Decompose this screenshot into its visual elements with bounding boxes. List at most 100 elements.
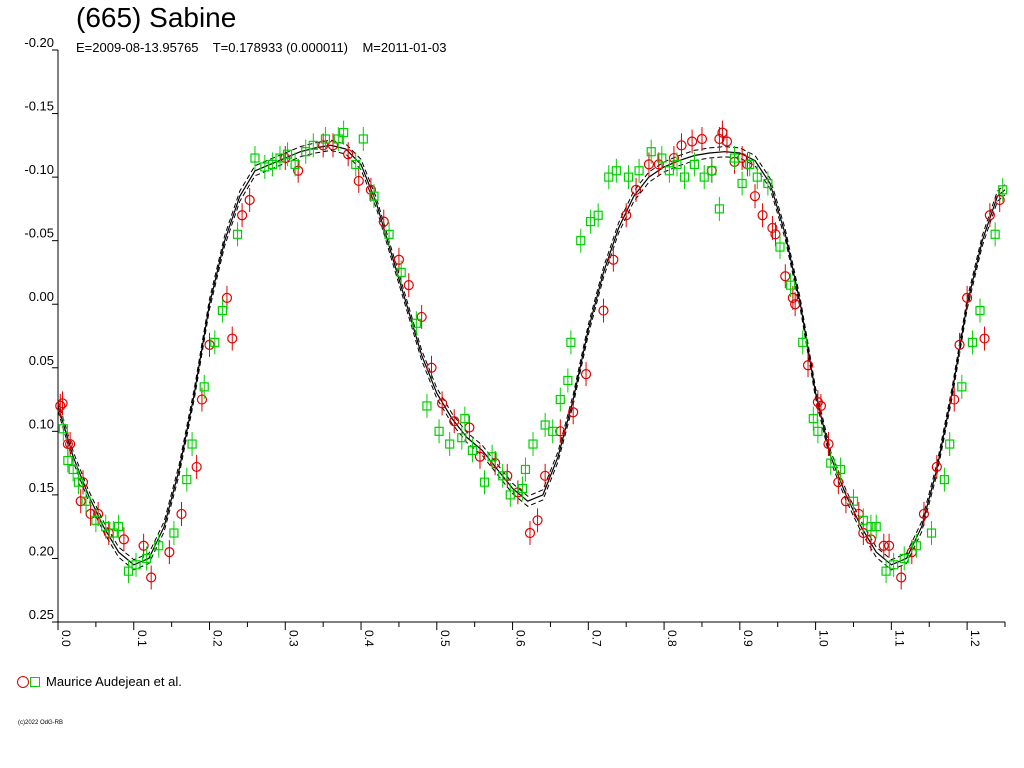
data-point-circle — [696, 133, 708, 145]
data-point-circle — [449, 416, 460, 427]
data-point-circle — [630, 184, 642, 195]
data-point-square — [945, 439, 955, 449]
data-point-circle — [327, 140, 339, 151]
data-point-circle — [802, 360, 814, 371]
data-point-square — [623, 172, 634, 182]
data-point-square — [752, 172, 762, 182]
data-point-circle — [780, 271, 791, 282]
data-point-circle — [840, 496, 852, 507]
data-point-square — [729, 153, 740, 163]
data-point-circle — [378, 216, 389, 227]
legend: Maurice Audejean et al. — [17, 674, 182, 689]
data-point-square — [217, 305, 227, 316]
y-tick-label: 0.10 — [29, 416, 54, 431]
data-point-circle — [676, 140, 687, 151]
data-point-circle — [954, 339, 965, 350]
data-point-square — [396, 267, 406, 278]
legend-square-icon — [30, 676, 40, 687]
data-point-square — [957, 382, 967, 392]
y-tick-label: 0.05 — [29, 353, 54, 368]
data-point-square — [745, 159, 755, 169]
data-point-square — [250, 153, 260, 163]
data-point-square — [775, 242, 785, 252]
data-point-circle — [540, 470, 551, 481]
data-point-square — [351, 159, 361, 169]
data-point-square — [813, 426, 823, 436]
data-point-square — [187, 439, 197, 449]
data-point-square — [520, 464, 531, 475]
data-point-square — [457, 433, 467, 443]
data-point-square — [540, 420, 550, 430]
data-point-square — [267, 159, 278, 169]
data-point-circle — [608, 254, 619, 265]
data-point-square — [563, 375, 573, 386]
data-point-square — [358, 134, 368, 144]
data-point-square — [517, 483, 528, 494]
data-point-circle — [962, 292, 973, 303]
data-point-square — [926, 528, 937, 538]
data-point-circle — [653, 159, 664, 170]
data-point-square — [411, 318, 421, 328]
data-point-circle — [191, 461, 202, 473]
x-tick-label: 0.7 — [589, 630, 603, 647]
data-point-square — [939, 475, 949, 485]
data-point-square — [737, 178, 747, 189]
data-point-circle — [93, 508, 104, 520]
data-point-square — [131, 560, 141, 570]
data-point-circle — [949, 394, 960, 405]
data-point-square — [990, 229, 1000, 239]
legend-label: Maurice Audejean et al. — [46, 674, 182, 689]
data-point-square — [199, 382, 209, 392]
data-point-square — [81, 496, 91, 506]
y-tick-label: 0.00 — [29, 289, 54, 304]
data-point-square — [707, 166, 717, 176]
data-point-square — [182, 475, 192, 485]
data-point-circle — [55, 400, 66, 412]
data-point-square — [657, 153, 667, 163]
data-point-circle — [164, 546, 175, 558]
data-point-square — [301, 147, 311, 157]
data-point-square — [142, 553, 152, 564]
data-point-square — [58, 424, 68, 434]
data-point-circle — [643, 159, 655, 170]
data-point-square — [585, 217, 596, 227]
data-point-square — [899, 553, 909, 564]
data-point-circle — [221, 292, 233, 303]
data-point-square — [479, 477, 490, 487]
data-point-square — [689, 159, 699, 169]
data-point-square — [290, 159, 300, 169]
data-point-square — [384, 229, 394, 239]
data-point-circle — [403, 280, 414, 291]
data-point-circle — [984, 210, 995, 221]
data-point-circle — [823, 438, 834, 450]
data-point-square — [68, 464, 78, 475]
data-point-square — [664, 166, 674, 176]
y-tick-label: -0.05 — [24, 226, 54, 241]
data-point-square — [123, 566, 134, 576]
data-point-square — [881, 566, 891, 576]
x-tick-label: 1.0 — [817, 630, 831, 647]
x-tick-label: 1.1 — [892, 630, 906, 647]
data-point-square — [911, 541, 921, 551]
data-point-circle — [293, 165, 304, 176]
data-point-circle — [236, 210, 248, 221]
data-point-square — [445, 439, 455, 449]
data-point-circle — [621, 210, 632, 221]
chart-subtitle: E=2009-08-13.95765 T=0.178933 (0.000011)… — [76, 40, 447, 55]
data-point-circle — [85, 508, 96, 520]
data-point-circle — [176, 508, 187, 520]
data-point-circle — [790, 299, 801, 310]
x-tick-label: 0.2 — [211, 630, 225, 647]
y-tick-label: -0.15 — [24, 99, 54, 114]
data-point-circle — [749, 191, 761, 202]
data-point-circle — [931, 461, 942, 473]
data-point-square — [858, 515, 868, 525]
data-point-circle — [227, 333, 238, 344]
x-tick-label: 0.3 — [286, 630, 300, 647]
data-point-circle — [196, 394, 208, 405]
data-point-circle — [668, 152, 680, 164]
data-point-circle — [994, 194, 1005, 206]
y-tick-label: 0.20 — [29, 543, 54, 558]
data-point-circle — [524, 527, 536, 539]
data-point-square — [63, 455, 73, 466]
